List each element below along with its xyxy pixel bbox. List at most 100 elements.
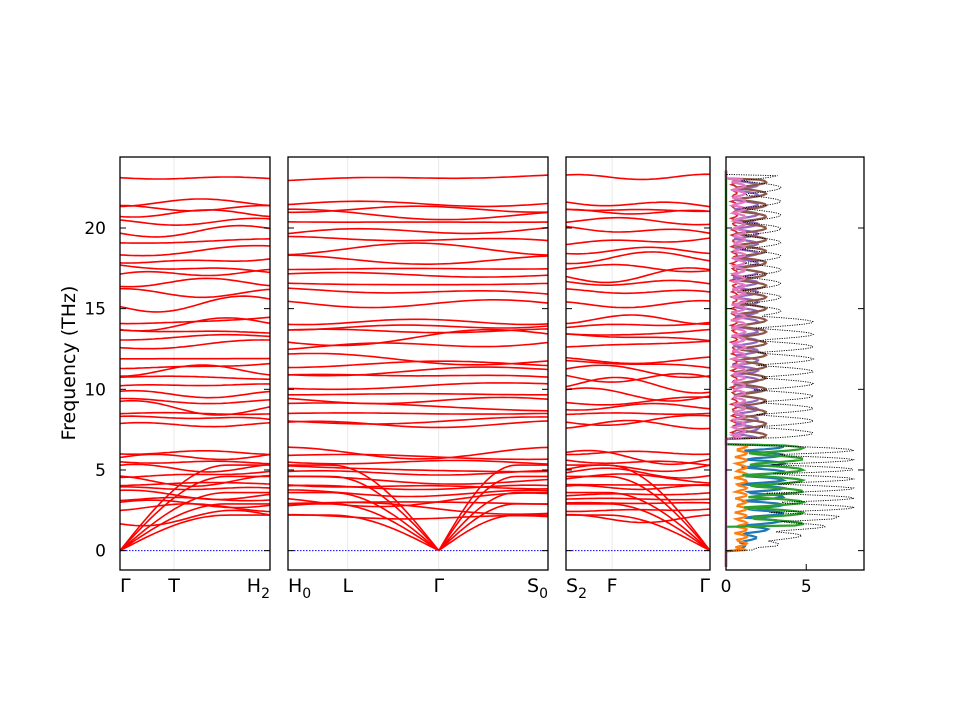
band-line bbox=[287, 282, 549, 286]
band-line bbox=[287, 469, 549, 476]
band-line bbox=[120, 362, 271, 370]
band-line bbox=[565, 328, 711, 336]
band-line bbox=[565, 237, 711, 246]
band-line bbox=[287, 446, 549, 460]
band-line bbox=[287, 271, 549, 278]
dos-panel-frame bbox=[725, 156, 865, 571]
band-line bbox=[119, 224, 271, 238]
band-line bbox=[119, 463, 271, 473]
band-line bbox=[287, 226, 549, 235]
acoustic-band bbox=[119, 514, 270, 552]
band-line bbox=[287, 221, 548, 224]
y-tick-label: 10 bbox=[84, 380, 106, 400]
band-line bbox=[119, 258, 271, 264]
band-line bbox=[565, 333, 711, 342]
band-line bbox=[565, 340, 711, 348]
band-line bbox=[565, 359, 711, 369]
y-tick-label: 15 bbox=[84, 300, 106, 320]
band-line bbox=[288, 324, 549, 331]
acoustic-band bbox=[288, 503, 440, 552]
band-line bbox=[565, 267, 711, 284]
band-line bbox=[287, 484, 549, 491]
band-line bbox=[287, 366, 549, 377]
acoustic-band bbox=[566, 491, 711, 552]
band-line bbox=[565, 402, 711, 411]
y-axis-label: Frequency (THz) bbox=[58, 286, 80, 441]
band-line bbox=[287, 318, 549, 326]
band-line bbox=[288, 392, 548, 396]
band-line bbox=[565, 208, 711, 213]
band-line bbox=[287, 501, 549, 506]
band-line bbox=[287, 299, 549, 309]
band-line bbox=[565, 288, 711, 295]
band-line bbox=[287, 453, 549, 461]
band-line bbox=[287, 412, 548, 415]
band-line bbox=[565, 467, 711, 479]
acoustic-band bbox=[438, 475, 548, 552]
band-line bbox=[119, 389, 271, 399]
band-line bbox=[119, 421, 271, 428]
band-line bbox=[287, 382, 549, 391]
band-line bbox=[287, 459, 549, 465]
band-line bbox=[119, 217, 271, 227]
dos-x-tick-label: 5 bbox=[801, 577, 812, 597]
frame-layer bbox=[119, 156, 865, 571]
k-point-label: H2 bbox=[247, 575, 270, 602]
band-line bbox=[119, 244, 271, 257]
band-line bbox=[565, 364, 711, 379]
k-point-label: H0 bbox=[288, 575, 311, 602]
k-point-label: Γ bbox=[120, 575, 131, 597]
band-line bbox=[565, 225, 711, 235]
acoustic-band bbox=[288, 491, 440, 552]
band-line bbox=[287, 416, 549, 425]
band-line bbox=[119, 264, 271, 274]
band-line bbox=[288, 205, 548, 214]
band-line bbox=[287, 235, 549, 242]
dos-total bbox=[725, 170, 855, 567]
band-line bbox=[119, 450, 271, 456]
acoustic-band bbox=[566, 464, 711, 552]
band-line bbox=[287, 328, 549, 334]
band-line bbox=[119, 198, 271, 208]
band-line bbox=[119, 339, 270, 350]
data-layer bbox=[119, 170, 855, 567]
band-line bbox=[287, 287, 549, 295]
acoustic-band bbox=[119, 475, 270, 552]
band-line bbox=[119, 460, 271, 465]
band-line bbox=[565, 414, 711, 426]
k-point-subscript: 2 bbox=[578, 586, 587, 602]
band-line bbox=[120, 238, 271, 244]
acoustic-band bbox=[119, 464, 270, 552]
band-line bbox=[287, 200, 549, 208]
band-line bbox=[119, 474, 271, 488]
band-line bbox=[119, 399, 271, 416]
band-line bbox=[565, 464, 711, 473]
band-line bbox=[119, 481, 271, 487]
k-point-label: Γ bbox=[699, 575, 710, 597]
panel-frame bbox=[287, 156, 549, 571]
band-line bbox=[565, 251, 711, 265]
band-line bbox=[287, 174, 549, 182]
band-line bbox=[120, 316, 271, 325]
band-line bbox=[287, 420, 549, 429]
y-tick-label: 20 bbox=[84, 219, 106, 239]
acoustic-band bbox=[119, 503, 270, 552]
acoustic-band bbox=[438, 514, 548, 552]
y-tick-label: 5 bbox=[95, 461, 106, 481]
band-line bbox=[287, 484, 549, 490]
band-line bbox=[119, 415, 271, 421]
k-point-label: Γ bbox=[434, 575, 445, 597]
panel-frame bbox=[119, 156, 271, 571]
band-line bbox=[288, 267, 549, 271]
k-point-subscript: 0 bbox=[539, 586, 548, 602]
band-line bbox=[565, 314, 711, 326]
k-point-label: S2 bbox=[566, 575, 587, 602]
band-line bbox=[565, 356, 711, 365]
acoustic-band bbox=[119, 491, 270, 552]
band-line bbox=[120, 204, 271, 212]
band-line bbox=[120, 486, 271, 491]
y-tick-label: 0 bbox=[95, 542, 106, 562]
band-line bbox=[287, 254, 549, 265]
band-line bbox=[565, 396, 711, 406]
